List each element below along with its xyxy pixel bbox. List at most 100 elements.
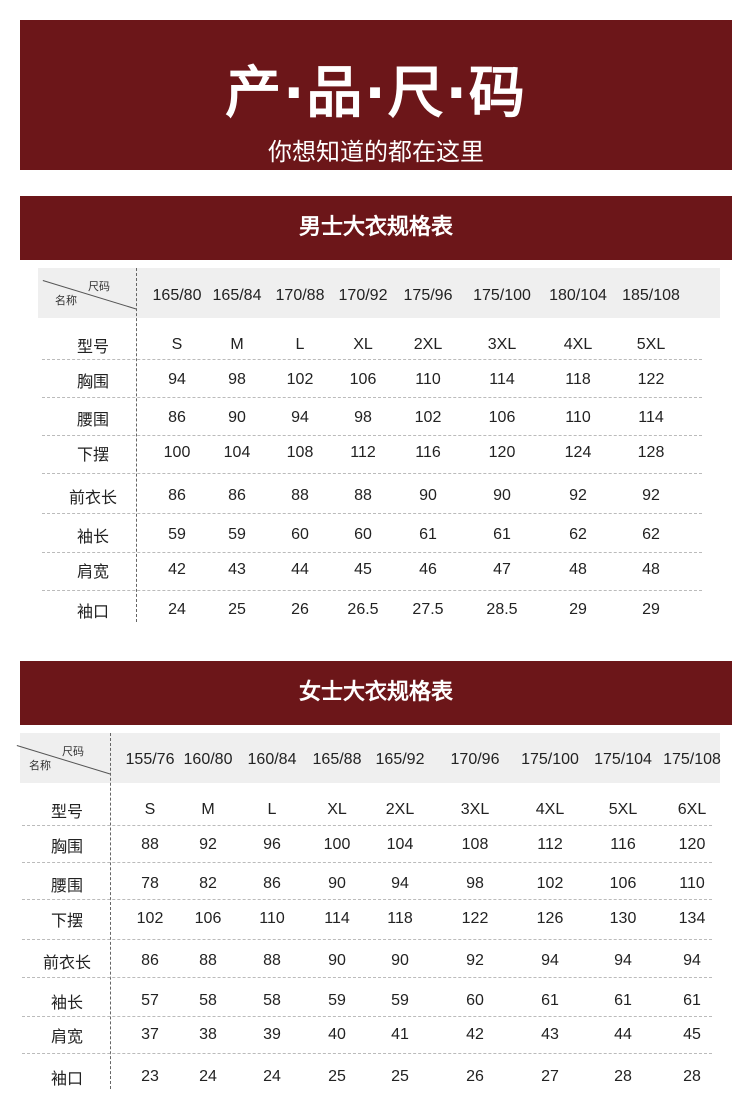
row-separator [22, 1016, 712, 1017]
table-cell: 59 [168, 526, 186, 543]
table-cell: 116 [415, 444, 441, 461]
table-cell: 62 [642, 526, 660, 543]
table-cell: 6XL [677, 801, 707, 818]
table-cell: 61 [541, 992, 559, 1009]
table-cell: 102 [536, 875, 564, 892]
column-header: 165/92 [375, 751, 425, 768]
table-cell: 61 [493, 526, 511, 543]
row-separator [42, 513, 702, 514]
table-cell: 110 [415, 371, 441, 388]
table-cell: L [267, 801, 277, 818]
table-cell: 40 [328, 1026, 346, 1043]
row-separator [42, 590, 702, 591]
table-cell: 25 [228, 601, 246, 618]
table-cell: XL [353, 336, 373, 353]
table-cell: 28.5 [486, 601, 518, 618]
column-header: 175/100 [521, 751, 579, 768]
table-cell: 2XL [385, 801, 415, 818]
row-label: 袖口 [76, 602, 110, 621]
row-separator [22, 862, 712, 863]
column-header: 170/92 [338, 287, 388, 304]
table-cell: 24 [263, 1068, 281, 1085]
table-cell: 43 [541, 1026, 559, 1043]
table-cell: 26 [466, 1068, 484, 1085]
table-cell: 106 [488, 409, 516, 426]
table-cell: 90 [419, 487, 437, 504]
table-cell: 98 [466, 875, 484, 892]
column-header: 175/96 [403, 287, 453, 304]
table-cell: 88 [263, 952, 281, 969]
table-cell: 102 [136, 910, 164, 927]
column-header: 175/100 [473, 287, 531, 304]
table-cell: M [201, 801, 215, 818]
table-cell: 2XL [413, 336, 443, 353]
table-cell: 25 [328, 1068, 346, 1085]
table-cell: 38 [199, 1026, 217, 1043]
table-cell: 41 [391, 1026, 409, 1043]
row-separator [42, 397, 702, 398]
table-cell: 25 [391, 1068, 409, 1085]
column-header: 175/104 [594, 751, 652, 768]
table-cell: 29 [642, 601, 660, 618]
table-cell: 28 [614, 1068, 632, 1085]
table-cell: 90 [391, 952, 409, 969]
table-cell: 94 [614, 952, 632, 969]
table-cell: 60 [466, 992, 484, 1009]
table-cell: 98 [228, 371, 246, 388]
table-cell: 59 [228, 526, 246, 543]
row-label: 胸围 [50, 837, 84, 856]
table-cell: 126 [536, 910, 564, 927]
table-cell: 88 [354, 487, 372, 504]
table-cell: 28 [683, 1068, 701, 1085]
table-cell: 58 [263, 992, 281, 1009]
table-cell: 3XL [487, 336, 517, 353]
table-cell: 58 [199, 992, 217, 1009]
table-cell: 45 [354, 561, 372, 578]
table-cell: 116 [610, 836, 636, 853]
table-cell: 82 [199, 875, 217, 892]
table-cell: 3XL [460, 801, 490, 818]
row-label: 型号 [50, 802, 84, 821]
row-separator [42, 359, 702, 360]
table-cell: 78 [141, 875, 159, 892]
column-header: 175/108 [663, 751, 721, 768]
table-cell: 29 [569, 601, 587, 618]
table-cell: 94 [541, 952, 559, 969]
page-title: 产·品·尺·码 [225, 61, 527, 126]
table-cell: 88 [291, 487, 309, 504]
table-cell: 114 [489, 371, 515, 388]
table-cell: 86 [263, 875, 281, 892]
table-cell: 104 [223, 444, 251, 461]
row-separator [22, 899, 712, 900]
row-label: 前衣长 [68, 488, 118, 507]
row-label: 腰围 [50, 876, 84, 895]
row-label: 肩宽 [50, 1027, 84, 1046]
column-header: 165/84 [212, 287, 262, 304]
table-cell: 108 [461, 836, 489, 853]
column-header: 155/76 [125, 751, 175, 768]
table-cell: 23 [141, 1068, 159, 1085]
row-label: 腰围 [76, 410, 110, 429]
table-cell: 24 [199, 1068, 217, 1085]
table-cell: 112 [537, 836, 563, 853]
table-cell: 45 [683, 1026, 701, 1043]
header-row-bg [20, 733, 720, 783]
table-cell: 130 [609, 910, 637, 927]
table-cell: 44 [614, 1026, 632, 1043]
table-cell: 120 [488, 444, 516, 461]
corner-name-label: 名称 [55, 294, 77, 307]
column-header: 160/80 [183, 751, 233, 768]
table-cell: 88 [141, 836, 159, 853]
table-cell: 94 [168, 371, 186, 388]
table-cell: 4XL [563, 336, 593, 353]
table-cell: 92 [569, 487, 587, 504]
table-cell: 86 [168, 487, 186, 504]
hero-banner: 产·品·尺·码 你想知道的都在这里 [20, 20, 732, 170]
table-cell: 134 [678, 910, 706, 927]
table-cell: 92 [199, 836, 217, 853]
table-cell: 48 [569, 561, 587, 578]
header-row-bg [38, 268, 720, 318]
table-cell: 48 [642, 561, 660, 578]
row-separator [22, 825, 712, 826]
table-cell: 114 [638, 409, 664, 426]
